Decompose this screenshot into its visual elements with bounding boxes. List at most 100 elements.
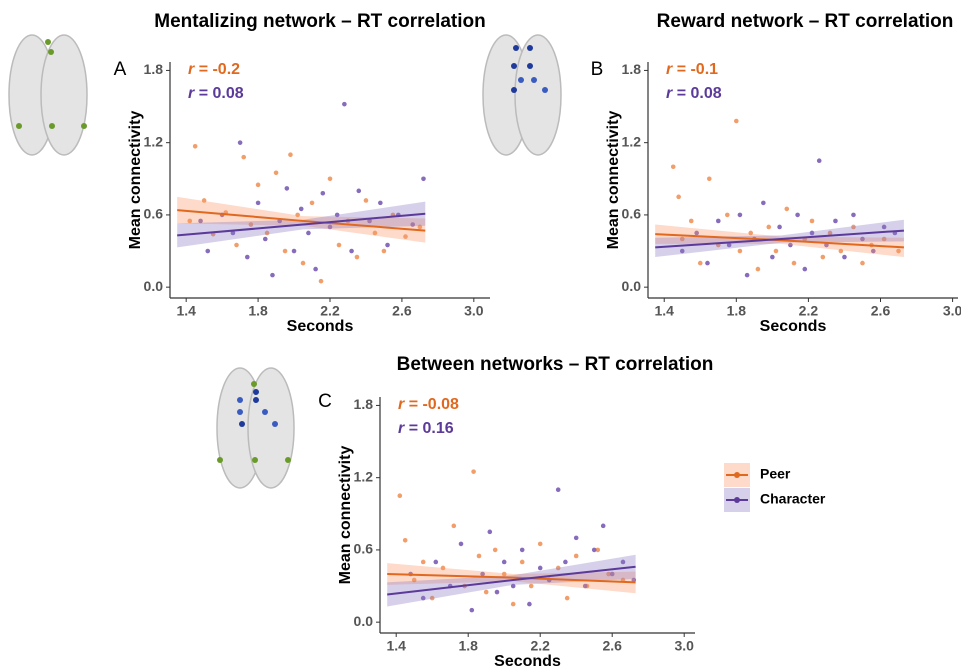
point — [309, 200, 315, 206]
point — [697, 260, 703, 266]
point — [327, 224, 333, 230]
point — [270, 272, 275, 278]
correlation-label: r = -0.2 — [188, 61, 240, 78]
x-tick-label: 1.8 — [458, 638, 478, 654]
fit-line — [177, 212, 426, 237]
r-value: = 0.16 — [409, 420, 454, 437]
brain-c — [216, 367, 295, 489]
point — [363, 198, 369, 203]
point — [773, 248, 779, 254]
point — [501, 559, 507, 565]
fit-line — [177, 209, 426, 232]
r-value: = -0.2 — [199, 61, 240, 78]
point — [327, 176, 333, 182]
point — [417, 224, 423, 230]
r-value: = 0.08 — [677, 85, 722, 102]
point — [248, 222, 254, 227]
point — [748, 230, 754, 236]
point — [420, 559, 426, 565]
panel-label: C — [318, 391, 332, 412]
point — [458, 541, 464, 547]
point — [606, 571, 611, 577]
point — [320, 190, 326, 196]
point — [264, 230, 270, 236]
point — [527, 601, 532, 607]
point — [288, 152, 293, 158]
point — [402, 537, 408, 543]
correlation-label: r = -0.08 — [398, 396, 459, 413]
legend: Peer Character — [724, 463, 826, 512]
point — [851, 212, 856, 218]
point — [705, 260, 710, 266]
point — [237, 140, 243, 145]
legend-label: Peer — [760, 466, 791, 482]
point — [300, 260, 306, 266]
point — [827, 230, 833, 236]
point — [688, 218, 694, 224]
x-tick-label: 1.4 — [386, 638, 406, 654]
point — [609, 571, 615, 577]
point — [833, 218, 838, 224]
point — [378, 200, 383, 206]
point — [726, 242, 732, 248]
x-tick-label: 2.6 — [392, 303, 412, 319]
point — [670, 164, 676, 170]
brain-b — [482, 34, 562, 156]
point — [411, 577, 417, 583]
x-axis-title: Seconds — [494, 653, 561, 666]
y-tick-label: 1.2 — [354, 468, 374, 484]
point — [334, 212, 340, 218]
point — [734, 118, 739, 124]
y-tick-label: 1.8 — [622, 61, 642, 77]
point — [420, 595, 426, 601]
y-tick-label: 1.2 — [144, 133, 164, 149]
point — [620, 559, 626, 565]
r-symbol: r — [666, 85, 673, 102]
point — [860, 260, 865, 266]
y-axis-title: Mean connectivity — [127, 111, 144, 250]
point — [761, 200, 766, 206]
point — [679, 248, 685, 254]
y-axis-title: Mean connectivity — [605, 111, 622, 250]
point — [788, 242, 793, 248]
point — [433, 559, 439, 565]
x-tick-label: 1.4 — [654, 303, 674, 319]
point — [313, 266, 318, 272]
point — [802, 266, 808, 272]
point — [573, 553, 579, 559]
point — [676, 194, 681, 200]
point — [737, 248, 743, 254]
point — [385, 242, 390, 248]
point — [187, 218, 193, 224]
r-symbol: r — [666, 61, 673, 78]
point — [573, 535, 579, 541]
chart-title: Between networks – RT correlation — [397, 354, 714, 375]
point — [600, 523, 606, 529]
point — [870, 248, 876, 254]
y-axis-title: Mean connectivity — [337, 446, 354, 585]
point — [744, 272, 750, 278]
point — [262, 236, 268, 242]
r-symbol: r — [398, 420, 405, 437]
point — [192, 143, 198, 149]
point — [440, 565, 446, 571]
legend-label: Character — [760, 491, 826, 507]
x-axis-title: Seconds — [760, 318, 827, 335]
point — [679, 236, 685, 242]
brain-a — [8, 34, 88, 156]
x-axis-title: Seconds — [287, 318, 354, 335]
legend-dot — [734, 472, 740, 478]
correlation-label: r = -0.1 — [666, 61, 718, 78]
point — [483, 589, 489, 595]
x-tick-label: 3.0 — [464, 303, 484, 319]
point — [234, 242, 239, 248]
panel-label: A — [114, 59, 127, 80]
point — [255, 200, 261, 206]
y-tick-label: 0.0 — [144, 278, 164, 294]
x-tick-label: 3.0 — [943, 303, 961, 319]
r-symbol: r — [188, 85, 195, 102]
r-value: = 0.08 — [199, 85, 244, 102]
confidence-band — [177, 196, 426, 243]
point — [336, 242, 342, 248]
